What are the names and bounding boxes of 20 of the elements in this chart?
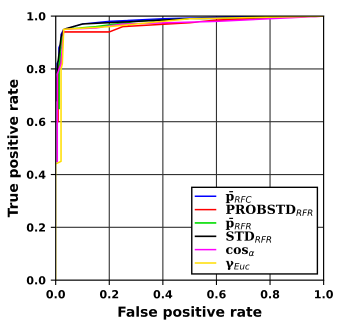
x-tick-label: 0.4 (154, 290, 172, 298)
y-tick-label: 0.6 (26, 118, 46, 126)
y-tick-label: 0.4 (26, 170, 46, 179)
x-tick-label: 0.0 (46, 290, 65, 298)
y-tick-label: 1.0 (28, 12, 46, 20)
legend-label: γ$_{Euc}$ (226, 260, 250, 270)
x-tick-label: 0.6 (207, 290, 226, 298)
x-tick-label: 0.2 (100, 290, 118, 298)
legend-label: cos$_{α}$ (226, 247, 254, 256)
legend-label: PROBSTD$_{RFR}$ (226, 204, 312, 216)
x-tick-label: 0.8 (260, 290, 280, 298)
legend-label: p̄$_{RFC}$ (226, 191, 252, 204)
y-tick-label: 0.8 (26, 64, 46, 74)
y-axis-title: True positive rate (7, 80, 21, 218)
x-axis-title: False positive rate (118, 306, 262, 320)
x-tick-label: 1.0 (315, 290, 333, 298)
y-tick-label: 0.2 (26, 223, 45, 232)
legend-label: p̄$_{RFR}$ (226, 218, 251, 230)
legend-label: STD$_{RFR}$ (226, 231, 272, 243)
y-tick-label: 0.0 (26, 276, 46, 285)
